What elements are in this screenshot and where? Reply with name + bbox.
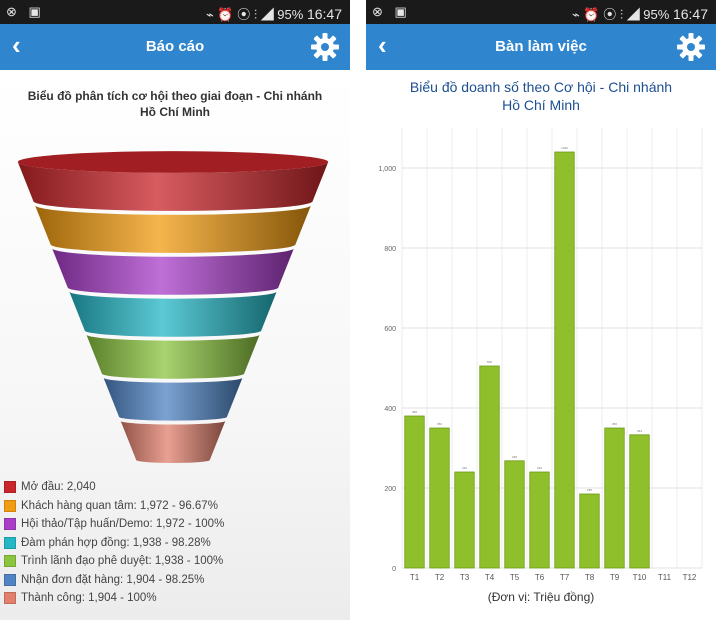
y-tick-label: 0 bbox=[392, 566, 396, 573]
bar[interactable] bbox=[404, 415, 425, 569]
funnel-segment bbox=[86, 334, 260, 379]
bar-data-label: 185 bbox=[587, 488, 592, 492]
legend-label: Thành công: 1,904 - 100% bbox=[21, 592, 157, 605]
status-icons-left: ⊗ ▣ bbox=[372, 4, 411, 19]
legend-swatch bbox=[4, 518, 16, 531]
x-tick-label: T1 bbox=[410, 573, 420, 582]
status-bar: ⊗ ▣ ⌁ ⏰ ⦿ ⫶ ◢ 95% 16:47 bbox=[0, 0, 350, 24]
y-tick-label: 600 bbox=[384, 326, 396, 333]
bar-data-label: 268 bbox=[512, 455, 517, 459]
funnel-chart bbox=[17, 151, 329, 463]
legend-item: Hội thảo/Tập huấn/Demo: 1,972 - 100% bbox=[4, 515, 224, 534]
y-tick-label: 1,000 bbox=[378, 166, 396, 173]
legend-label: Nhận đơn đặt hàng: 1,904 - 98.25% bbox=[21, 573, 205, 586]
report-screen: ⊗ ▣ ⌁ ⏰ ⦿ ⫶ ◢ 95% 16:47 ‹ Báo cáo B bbox=[0, 0, 350, 620]
bar-chart-title: Biểu đồ doanh số theo Cơ hội - Chi nhánh… bbox=[376, 78, 706, 114]
status-icons-left: ⊗ ▣ bbox=[6, 4, 45, 19]
x-tick-label: T4 bbox=[485, 573, 495, 582]
back-icon[interactable]: ‹ bbox=[378, 30, 387, 60]
app-bar: ‹ Bàn làm việc bbox=[366, 24, 716, 70]
legend-label: Khách hàng quan tâm: 1,972 - 96.67% bbox=[21, 499, 218, 512]
x-tick-label: T5 bbox=[510, 573, 520, 582]
bar-data-label: 380 bbox=[412, 410, 417, 414]
bar[interactable] bbox=[479, 365, 500, 569]
status-icons-right: ⌁ ⏰ ⦿ ⫶ ◢ 95% bbox=[205, 7, 304, 22]
legend-label: Mở đầu: 2,040 bbox=[21, 481, 96, 494]
legend-item: Trình lãnh đạo phê duyệt: 1,938 - 100% bbox=[4, 552, 224, 571]
bar-chart: 0 200 400 600 800 1,000 380 T1 350 T2 240 T3 505 T4 26… bbox=[378, 128, 703, 582]
x-tick-label: T7 bbox=[560, 573, 570, 582]
x-axis-unit-label: (Đơn vị: Triệu đồng) bbox=[487, 590, 595, 604]
bar[interactable] bbox=[454, 471, 475, 569]
legend-item: Khách hàng quan tâm: 1,972 - 96.67% bbox=[4, 497, 224, 516]
legend-item: Thành công: 1,904 - 100% bbox=[4, 589, 224, 608]
bar-title-line2: Hồ Chí Minh bbox=[502, 97, 580, 113]
legend-swatch bbox=[4, 592, 16, 605]
status-time: 16:47 bbox=[672, 6, 708, 22]
funnel-segment bbox=[120, 420, 226, 463]
x-tick-label: T3 bbox=[460, 573, 470, 582]
app-bar: ‹ Báo cáo bbox=[0, 24, 350, 70]
legend-swatch bbox=[4, 481, 16, 494]
bar-data-label: 350 bbox=[437, 422, 442, 426]
page-title: Bàn làm việc bbox=[495, 38, 587, 55]
gear-icon[interactable] bbox=[676, 32, 706, 62]
bar[interactable] bbox=[629, 434, 650, 569]
status-time: 16:47 bbox=[306, 6, 342, 22]
y-tick-label: 800 bbox=[384, 246, 396, 253]
funnel-legend: Mở đầu: 2,040 Khách hàng quan tâm: 1,972 … bbox=[4, 478, 224, 608]
funnel-segment bbox=[17, 162, 329, 211]
legend-swatch bbox=[4, 536, 16, 549]
funnel-chart-area: Biểu đồ phân tích cơ hội theo giai đoạn … bbox=[0, 70, 350, 620]
x-tick-label: T8 bbox=[585, 573, 595, 582]
bar-data-label: 333 bbox=[637, 429, 642, 433]
funnel-chart-title: Biểu đồ phân tích cơ hội theo giai đoạn … bbox=[10, 88, 340, 120]
bar[interactable] bbox=[429, 427, 450, 569]
page-title: Báo cáo bbox=[145, 38, 205, 55]
x-tick-label: T12 bbox=[683, 573, 697, 582]
x-tick-label: T9 bbox=[610, 573, 620, 582]
x-tick-label: T6 bbox=[535, 573, 545, 582]
bar[interactable] bbox=[604, 427, 625, 569]
bar-data-label: 240 bbox=[537, 466, 542, 470]
funnel-segment bbox=[52, 248, 294, 295]
legend-swatch bbox=[4, 573, 16, 586]
funnel-segment bbox=[69, 291, 277, 337]
bar-chart-area: Biểu đồ doanh số theo Cơ hội - Chi nhánh… bbox=[366, 70, 716, 620]
gear-icon[interactable] bbox=[310, 32, 340, 62]
back-icon[interactable]: ‹ bbox=[12, 30, 21, 60]
status-icons-right: ⌁ ⏰ ⦿ ⫶ ◢ 95% bbox=[571, 7, 670, 22]
bar[interactable] bbox=[554, 151, 575, 569]
funnel-top-rim bbox=[17, 151, 329, 173]
workspace-screen: ⊗ ▣ ⌁ ⏰ ⦿ ⫶ ◢ 95% 16:47 ‹ Bàn làm việc bbox=[366, 0, 716, 620]
bar[interactable] bbox=[504, 460, 525, 569]
bar[interactable] bbox=[529, 471, 550, 569]
legend-item: Đàm phán hợp đồng: 1,938 - 98.28% bbox=[4, 534, 224, 553]
legend-label: Hội thảo/Tập huấn/Demo: 1,972 - 100% bbox=[21, 518, 225, 531]
funnel-segment bbox=[34, 205, 312, 253]
bar-data-label: 505 bbox=[487, 360, 492, 364]
status-bar: ⊗ ▣ ⌁ ⏰ ⦿ ⫶ ◢ 95% 16:47 bbox=[366, 0, 716, 24]
legend-label: Trình lãnh đạo phê duyệt: 1,938 - 100% bbox=[21, 555, 224, 568]
x-tick-label: T10 bbox=[633, 573, 647, 582]
bar-data-label: 1040 bbox=[561, 146, 568, 150]
x-tick-label: T11 bbox=[658, 573, 672, 582]
funnel-title-line1: Biểu đồ phân tích cơ hội theo giai đoạn … bbox=[27, 89, 323, 103]
legend-item: Mở đầu: 2,040 bbox=[4, 478, 224, 497]
y-tick-label: 400 bbox=[384, 406, 396, 413]
legend-swatch bbox=[4, 499, 16, 512]
legend-swatch bbox=[4, 555, 16, 568]
funnel-segment bbox=[103, 377, 243, 421]
legend-item: Nhận đơn đặt hàng: 1,904 - 98.25% bbox=[4, 571, 224, 590]
bar-data-label: 240 bbox=[462, 466, 467, 470]
bar-title-line1: Biểu đồ doanh số theo Cơ hội - Chi nhánh bbox=[409, 79, 673, 95]
bar[interactable] bbox=[579, 493, 600, 569]
y-tick-label: 200 bbox=[384, 486, 396, 493]
funnel-title-line2: Hồ Chí Minh bbox=[140, 105, 210, 119]
bar-data-label: 350 bbox=[612, 422, 617, 426]
legend-label: Đàm phán hợp đồng: 1,938 - 98.28% bbox=[21, 536, 211, 549]
x-tick-label: T2 bbox=[435, 573, 445, 582]
